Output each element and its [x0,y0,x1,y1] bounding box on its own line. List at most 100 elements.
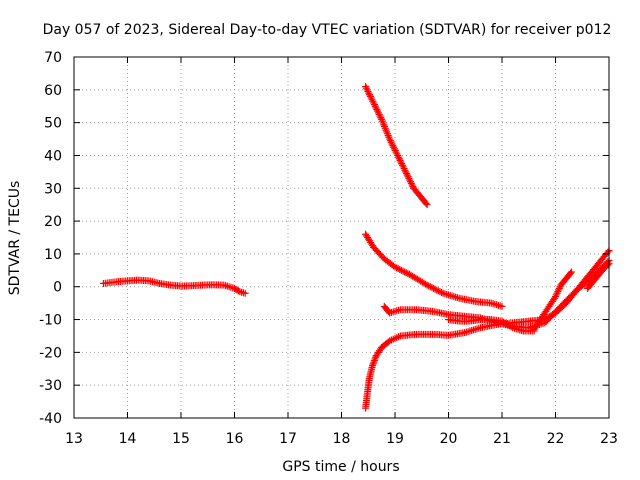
data-point [366,92,374,100]
data-point [423,281,431,289]
data-point [498,302,506,310]
y-tick-label: 10 [44,247,62,263]
data-point [407,178,415,186]
series-track [362,230,506,310]
x-tick-label: 16 [226,431,244,447]
x-tick-label: 17 [279,431,297,447]
data-point [399,163,407,171]
x-axis-ticks: 13 14 15 16 17 18 19 20 21 22 23 [65,57,618,447]
data-point [362,83,370,91]
y-tick-label: -10 [39,313,62,329]
data-point [554,288,562,296]
y-tick-label: -30 [39,378,62,394]
data-point [386,137,394,145]
data-point [394,265,402,273]
data-point [370,101,378,109]
data-point [399,267,407,275]
series-track [99,276,249,297]
data-point [566,269,574,277]
data-point [375,110,383,118]
data-point [372,353,380,361]
data-point [403,171,411,179]
data-point [555,286,563,294]
data-point [390,145,398,153]
data-point [400,165,408,173]
data-point [369,97,377,105]
data-point [407,179,415,187]
data-point [373,106,381,114]
data-point [398,161,406,169]
y-tick-label: -20 [39,345,62,361]
data-point [401,268,409,276]
data-point [423,201,431,209]
data-point [404,173,412,181]
y-tick-label: 50 [44,116,62,132]
data-point [235,287,243,295]
data-point [397,158,405,166]
data-point [364,87,372,95]
data-point [374,107,382,115]
data-point [405,174,413,182]
series-track [584,260,613,292]
data-point [394,151,402,159]
data-point [363,86,371,94]
data-point [396,265,404,273]
series-track [445,316,538,335]
data-point [374,109,382,117]
plot-area [99,83,613,412]
series-track [530,268,576,333]
data-point [367,94,375,102]
x-tick-label: 18 [333,431,351,447]
data-point [402,269,410,277]
data-point [371,102,379,110]
data-point [408,181,416,189]
data-point [393,150,401,158]
data-point [365,89,373,97]
data-point [604,248,612,256]
data-point [428,284,436,292]
data-point [386,135,394,143]
y-axis-label: SDTVAR / TECUs [7,181,23,296]
data-point [436,288,444,296]
data-point [390,143,398,151]
series-track [362,83,431,209]
data-point [425,282,433,290]
data-point [401,166,409,174]
x-tick-label: 23 [600,431,618,447]
data-point [394,153,402,161]
chart-title: Day 057 of 2023, Sidereal Day-to-day VTE… [43,22,612,38]
y-axis-ticks: -40 -30 -20 -10 0 10 20 30 40 50 60 70 [39,50,609,427]
data-point [362,84,370,92]
x-tick-label: 14 [119,431,137,447]
y-tick-label: 30 [44,181,62,197]
data-point [241,289,249,297]
data-point [368,96,376,104]
data-point [371,355,379,363]
data-point [391,263,399,271]
data-point [431,285,439,293]
data-point [398,160,406,168]
x-tick-label: 19 [386,431,404,447]
data-point [376,112,384,120]
data-point [387,138,395,146]
data-point [370,99,378,107]
data-point [372,104,380,112]
data-point [397,266,405,274]
data-point [555,284,563,292]
x-tick-label: 15 [172,431,190,447]
y-tick-label: 60 [44,83,62,99]
data-point [402,168,410,176]
data-point [391,147,399,155]
x-axis-label: GPS time / hours [282,459,399,475]
data-point [507,323,515,331]
data-point [604,261,612,269]
data-point [403,170,411,178]
y-tick-label: 0 [53,280,62,296]
data-point [568,268,576,276]
data-point [370,358,378,366]
y-tick-label: 20 [44,214,62,230]
data-point [370,357,378,365]
data-point [438,288,446,296]
data-point [395,155,403,163]
